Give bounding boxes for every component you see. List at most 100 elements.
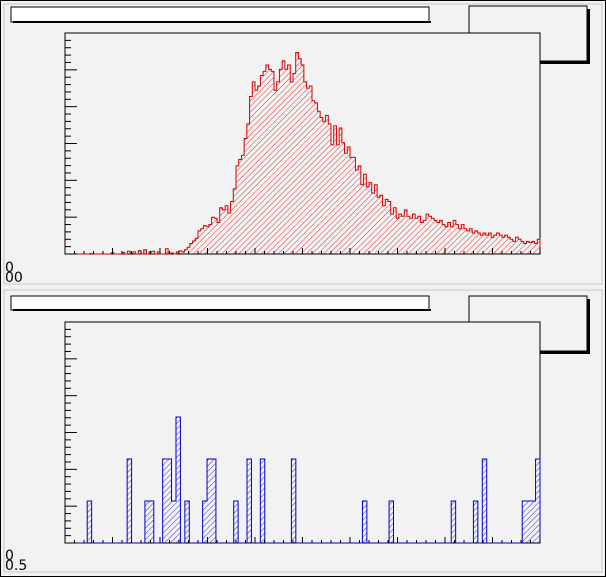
top-hist-bin [214, 218, 217, 254]
top-hist-bin [515, 237, 519, 254]
bottom-hist-bin [162, 459, 168, 543]
top-hist-bin [442, 224, 445, 254]
bottom-hist-bin [389, 501, 394, 543]
top-hist-bin [211, 217, 215, 254]
top-hist-bin [127, 251, 131, 254]
top-hist-bin [339, 128, 342, 254]
top-hist-bin [379, 195, 383, 254]
bottom-hist-bin [247, 459, 252, 543]
title-box-top [10, 6, 430, 23]
top-hist-bin [415, 218, 418, 254]
bottom-hist-bin [482, 459, 487, 543]
top-hist-bin [200, 228, 204, 254]
top-hist-bin [298, 58, 302, 254]
top-hist-bin [358, 165, 361, 254]
top-hist-bin [426, 214, 429, 254]
top-hist-bin [461, 224, 464, 254]
top-hist-bin [455, 224, 459, 254]
bottom-hist-outline [65, 416, 541, 544]
top-hist-bin [388, 201, 391, 254]
bottom-hist-bin [144, 501, 150, 543]
top-hist-bin [493, 235, 497, 254]
top-hist-bin [439, 220, 443, 254]
y-tick-label-top-0: 0 [5, 260, 14, 276]
top-hist-bin [366, 186, 369, 254]
top-hist-bin [521, 241, 524, 254]
top-hist-bin [233, 188, 236, 254]
top-hist-bin [350, 157, 353, 254]
top-hist-bin [295, 52, 299, 255]
top-hist-bin [317, 111, 321, 254]
top-hist-bin [255, 90, 258, 255]
bottom-hist-bin [291, 459, 296, 543]
top-hist-bin [385, 199, 388, 254]
top-hist-bin [309, 86, 312, 254]
top-hist-bin [320, 117, 323, 254]
bottom-hist-bin [362, 501, 367, 543]
bottom-hist-bin [451, 501, 456, 543]
top-hist-bin [404, 209, 407, 254]
y-tick-label-top-1: 00 [5, 270, 23, 286]
axis-ticks-bottom [64, 321, 541, 544]
top-hist-bin [488, 233, 492, 254]
bottom-hist-bin [233, 501, 239, 543]
top-hist-bin [537, 239, 540, 254]
top-hist-bin [523, 243, 527, 254]
top-hist-bin [360, 184, 364, 254]
top-hist-bin [263, 71, 266, 254]
top-hist-bin [203, 225, 207, 254]
top-hist-bin [265, 65, 269, 254]
top-hist-bin [217, 222, 220, 254]
top-hist-bin [401, 216, 405, 254]
top-hist-bin [483, 233, 486, 254]
top-hist-bin [363, 174, 367, 254]
top-hist-bin [314, 102, 318, 254]
top-hist-bin [236, 165, 239, 254]
top-hist-bin [472, 233, 475, 254]
top-hist-bin [238, 159, 242, 254]
top-hist-bin [436, 222, 440, 254]
bottom-hist-bin [171, 501, 176, 543]
top-hist-bin [143, 249, 147, 254]
top-hist-bin [453, 220, 456, 254]
top-hist-bin [138, 250, 141, 254]
top-hist-bin [244, 138, 247, 254]
top-hist-bin [252, 81, 255, 254]
bottom-hist-bin [127, 459, 132, 543]
bottom-hist-bin [531, 501, 536, 543]
top-hist-bin [328, 123, 331, 254]
top-hist-bin [396, 218, 399, 254]
top-hist-bin [157, 251, 160, 254]
bottom-hist-bin [184, 501, 190, 543]
top-hist-bin [409, 218, 413, 254]
top-hist-bin [227, 213, 231, 254]
top-hist-bin [198, 230, 201, 254]
top-hist-bin [512, 241, 516, 254]
bottom-hist-bin [149, 501, 154, 543]
top-hist-bin [504, 235, 508, 254]
top-hist-bin [260, 75, 264, 254]
bottom-hist-bin [175, 417, 181, 543]
top-hist-bin [377, 197, 380, 254]
top-hist-bin [499, 235, 502, 254]
top-hist-bin [303, 81, 307, 254]
top-hist-bin [187, 247, 190, 254]
top-hist-bin [279, 69, 283, 255]
bottom-hist-bin [202, 501, 208, 543]
top-hist-bin [287, 65, 291, 254]
top-hist-bin [477, 233, 481, 254]
top-hist-bin [151, 251, 155, 254]
top-hist-bin [165, 248, 169, 254]
top-hist-bin [282, 60, 285, 254]
top-hist-bin [466, 230, 470, 254]
top-hist-bin [431, 218, 435, 254]
title-box-bottom-shadow [13, 309, 431, 311]
top-hist-bin [322, 121, 326, 254]
top-hist-bin [230, 201, 234, 254]
top-hist-bin [219, 207, 223, 254]
top-hist-bin [352, 157, 356, 254]
top-hist-bin [502, 237, 505, 254]
top-hist-bin [355, 170, 359, 254]
top-hist-bin [132, 251, 136, 254]
top-hist-bin [208, 224, 212, 254]
